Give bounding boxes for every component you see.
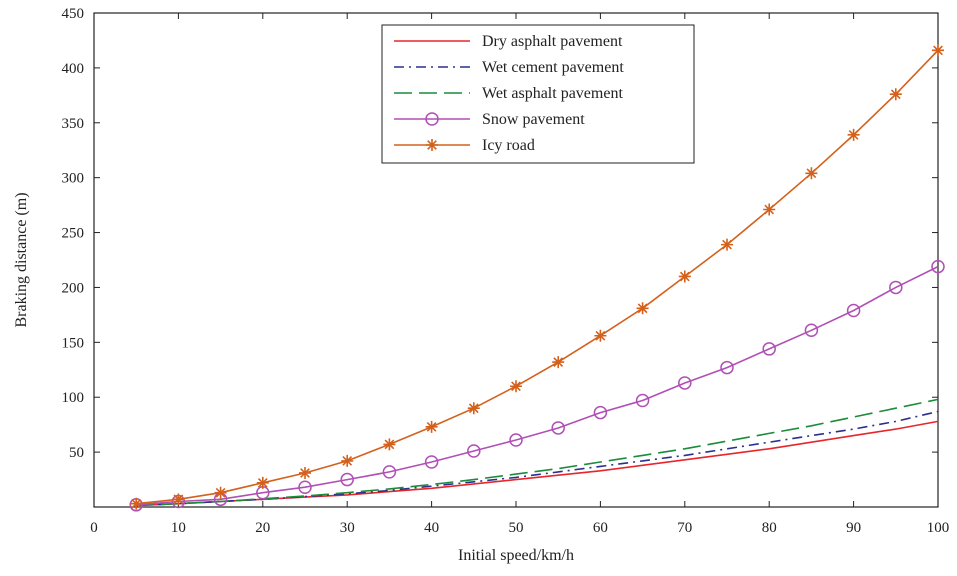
legend-entry: Icy road (394, 137, 535, 154)
x-tick-label: 0 (90, 520, 98, 536)
data-point (594, 329, 607, 342)
legend-box (381, 24, 695, 164)
data-point (720, 360, 734, 375)
x-axis-title: Initial speed/km/h (458, 547, 574, 564)
data-point (130, 497, 143, 510)
x-tick-label: 80 (762, 520, 777, 536)
legend-entry: Snow pavement (394, 111, 585, 128)
y-axis-ticks: 50 100 150 200 250 300 350 400 450 (62, 6, 938, 461)
data-point (762, 342, 776, 356)
data-point (846, 303, 861, 318)
y-tick-label: 150 (62, 335, 85, 351)
x-tick-label: 10 (171, 520, 186, 536)
series-2 (136, 398, 939, 507)
series-3 (129, 259, 945, 512)
series-line-2 (136, 398, 939, 507)
data-point (889, 88, 902, 101)
legend-marker (425, 112, 439, 126)
data-point (932, 44, 944, 57)
x-tick-label: 60 (593, 520, 608, 536)
data-point (467, 444, 481, 458)
series-4 (130, 44, 944, 510)
y-tick-label: 200 (62, 280, 85, 296)
data-point (509, 433, 523, 447)
data-point (341, 454, 354, 467)
data-point (552, 356, 565, 369)
data-point (721, 238, 733, 251)
x-tick-label: 50 (509, 520, 524, 536)
data-point (805, 167, 818, 180)
legend-label: Icy road (482, 137, 535, 154)
legend-entry: Wet cement pavement (394, 59, 624, 76)
data-point (425, 420, 438, 433)
data-point (847, 128, 860, 141)
y-tick-label: 400 (62, 61, 85, 77)
data-point (340, 472, 354, 487)
data-point (299, 466, 311, 479)
data-point (383, 438, 396, 451)
data-point (931, 259, 945, 274)
data-point (889, 280, 903, 295)
data-point (424, 455, 439, 469)
legend-label: Dry asphalt pavement (482, 33, 623, 50)
y-tick-label: 50 (69, 445, 84, 461)
data-point (214, 486, 227, 499)
legend-entry: Dry asphalt pavement (394, 33, 623, 50)
data-point (256, 476, 269, 489)
x-tick-label: 40 (424, 520, 439, 536)
data-point (551, 421, 565, 435)
y-tick-label: 300 (62, 171, 85, 187)
legend-entry: Wet asphalt pavement (394, 85, 623, 102)
x-tick-label: 100 (927, 520, 950, 536)
y-tick-label: 250 (62, 226, 85, 242)
data-point (382, 465, 397, 479)
legend-label: Wet asphalt pavement (482, 85, 623, 102)
x-tick-label: 30 (340, 520, 355, 536)
legend-marker (426, 139, 438, 151)
y-tick-label: 450 (62, 6, 85, 22)
x-tick-label: 90 (846, 520, 861, 536)
y-axis-title: Braking distance (m) (13, 192, 30, 327)
data-point (593, 405, 608, 420)
data-point (510, 380, 522, 393)
data-point (678, 270, 691, 283)
data-point (804, 323, 819, 338)
legend: Dry asphalt pavement Wet cement pavement W… (381, 24, 695, 164)
data-point (636, 302, 649, 315)
series-layer (129, 44, 945, 512)
x-tick-label: 20 (255, 520, 270, 536)
series-line-3 (136, 265, 939, 506)
data-point (467, 402, 480, 415)
data-point (678, 376, 692, 390)
series-line-4 (136, 49, 939, 505)
y-tick-label: 350 (62, 116, 85, 132)
x-axis-ticks: 0 10 20 30 40 50 60 70 80 90 100 (90, 13, 949, 536)
data-point (635, 393, 650, 408)
data-point (763, 203, 776, 216)
data-point (172, 493, 185, 506)
data-point (298, 480, 312, 494)
x-tick-label: 70 (677, 520, 692, 536)
legend-label: Wet cement pavement (482, 59, 624, 76)
y-tick-label: 100 (62, 390, 85, 406)
legend-label: Snow pavement (482, 111, 585, 128)
